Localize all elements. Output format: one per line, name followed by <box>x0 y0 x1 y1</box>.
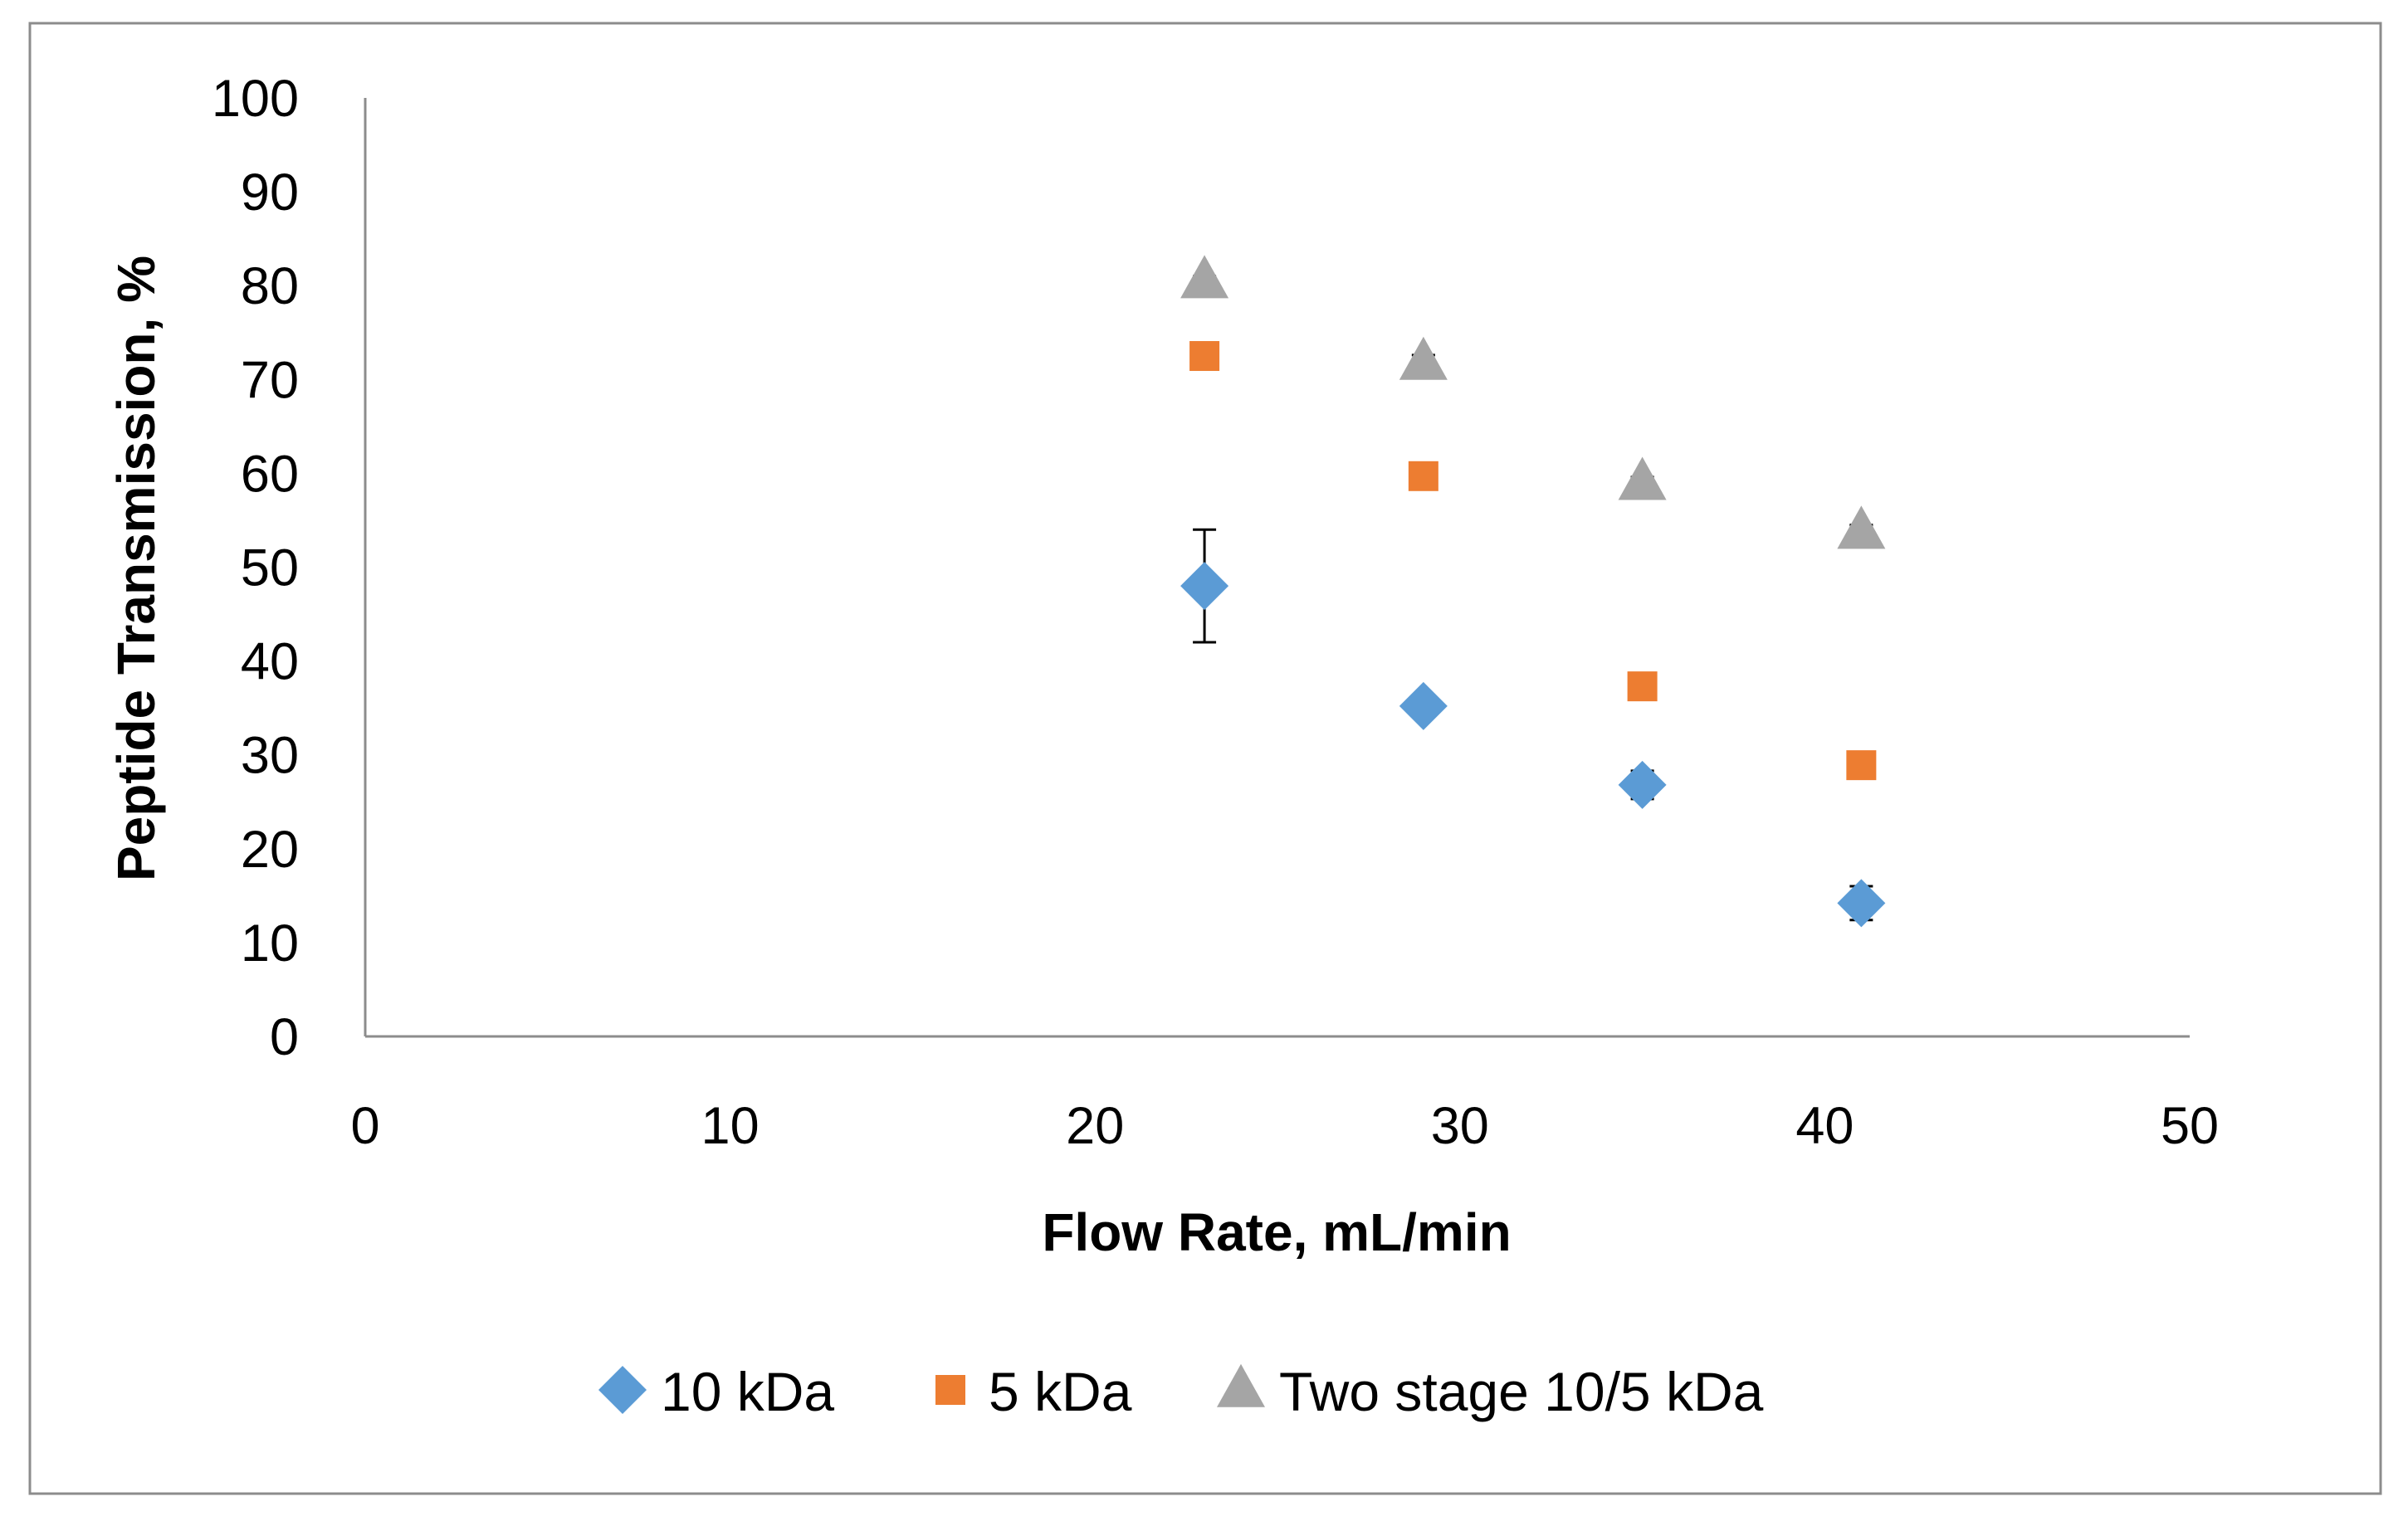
x-tick-label: 50 <box>2161 1097 2219 1155</box>
y-tick-label: 100 <box>212 70 299 128</box>
plot-area: 0 10 20 30 40 50 60 70 80 90 100 0 10 20 30 40 50 <box>212 70 2219 1155</box>
data-point <box>1399 336 1448 380</box>
legend-marker-diamond <box>598 1366 647 1414</box>
x-tick-label: 0 <box>350 1097 379 1155</box>
data-point <box>1846 750 1877 781</box>
data-point <box>1837 879 1886 928</box>
legend-label: 5 kDa <box>989 1361 1132 1422</box>
y-axis-title: Peptide Transmission, % <box>106 256 166 881</box>
x-tick-label: 30 <box>1431 1097 1489 1155</box>
y-tick-label: 0 <box>270 1008 299 1066</box>
x-tick-label: 20 <box>1066 1097 1124 1155</box>
legend-label: Two stage 10/5 kDa <box>1279 1361 1764 1422</box>
data-point <box>1618 456 1667 500</box>
series-triangle <box>1180 255 1886 549</box>
data-point <box>1399 681 1448 730</box>
x-tick-label: 40 <box>1795 1097 1854 1155</box>
series-diamond <box>1180 528 1886 928</box>
y-tick-label: 20 <box>241 821 299 879</box>
y-tick-label: 90 <box>241 163 299 222</box>
data-marks <box>1180 255 1886 928</box>
y-tick-label: 60 <box>241 445 299 503</box>
data-point <box>1618 760 1667 809</box>
data-point <box>1180 255 1229 299</box>
data-point <box>1180 562 1229 611</box>
data-point <box>1408 461 1438 491</box>
data-point <box>1837 505 1886 549</box>
y-tick-label: 70 <box>241 351 299 409</box>
x-axis-title: Flow Rate, mL/min <box>1042 1202 1511 1262</box>
legend-label: 10 kDa <box>661 1361 834 1422</box>
y-tick-label: 80 <box>241 257 299 315</box>
y-tick-label: 40 <box>241 633 299 691</box>
legend-marker-square <box>935 1375 965 1405</box>
series-square <box>1189 341 1877 781</box>
y-tick-label: 50 <box>241 539 299 597</box>
y-tick-label: 10 <box>241 914 299 973</box>
legend-marker-triangle <box>1217 1363 1265 1407</box>
chart-border <box>28 22 2382 1495</box>
y-tick-label: 30 <box>241 727 299 785</box>
data-point <box>1627 671 1658 702</box>
legend: 10 kDa 5 kDa Two stage 10/5 kDa <box>598 1361 1764 1422</box>
x-tick-label: 10 <box>701 1097 760 1155</box>
data-point <box>1189 341 1220 372</box>
